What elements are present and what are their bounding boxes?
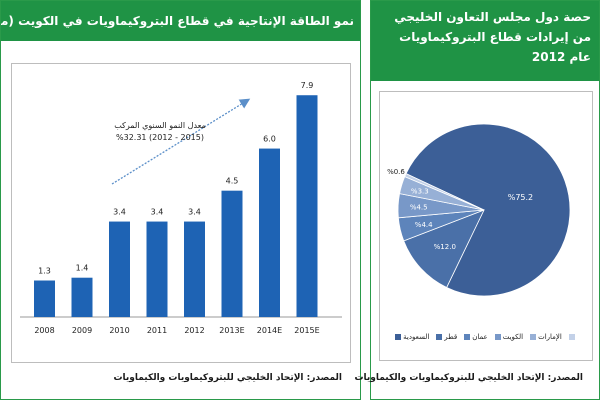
bar-value-label: 1.3 — [38, 267, 51, 276]
annotation-value: %32.31 (2012 - 2015) — [116, 133, 204, 142]
legend-item: قطر — [436, 333, 457, 341]
bar-chart-frame: معدل النمو السنوي المركب %32.31 (2012 - … — [11, 63, 351, 363]
legend-swatch — [530, 334, 537, 340]
pie-value-label: %75.2 — [508, 193, 533, 202]
x-tick-label: 2010 — [109, 326, 129, 335]
bar-value-label: 7.9 — [301, 81, 314, 90]
legend-item: عمان — [464, 333, 488, 341]
pie-chart-frame: %75.2 %12.0 %4.4 %4.5 %3.3 %0.6 السعودية قطر عم… — [379, 91, 593, 361]
bar-value-label: 1.4 — [76, 264, 89, 273]
pie-value-label: %0.6 — [387, 168, 405, 176]
x-tick-label: 2013E — [219, 326, 244, 335]
legend-label: السعودية — [403, 333, 430, 341]
bar-value-label: 6.0 — [263, 135, 276, 144]
pie-chart: %75.2 %12.0 %4.4 %4.5 %3.3 %0.6 — [387, 123, 571, 297]
bar-2008 — [34, 280, 55, 317]
bar-2009 — [71, 277, 93, 317]
legend-label: عمان — [472, 333, 488, 341]
bar-2013E — [221, 190, 243, 317]
legend-swatch — [494, 334, 501, 340]
pie-value-label: %4.5 — [410, 204, 428, 212]
bar-2012 — [184, 221, 205, 317]
legend-item: السعودية — [395, 333, 429, 341]
growth-trend-arrow — [111, 98, 251, 185]
x-tick-label: 2015E — [294, 326, 319, 335]
pie-legend: السعودية قطر عمان الكويت الإمارات — [380, 328, 592, 346]
left-chart-title: نمو الطاقة الإنتاجية في قطاع البتروكيماو… — [1, 1, 360, 41]
bar-value-label: 4.5 — [226, 177, 239, 186]
legend-swatch — [464, 334, 471, 340]
legend-label: الإمارات — [538, 333, 562, 341]
x-tick-label: 2008 — [34, 326, 54, 335]
right-chart-title: حصة دول مجلس التعاون الخليجي من إيرادات … — [371, 1, 599, 81]
bar-2015E — [296, 95, 318, 317]
x-tick-label: 2009 — [72, 326, 92, 335]
pie-slice-2 — [403, 209, 485, 288]
right-source-note: المصدر: الإتحاد الخليجي للبتروكيماويات و… — [354, 373, 583, 383]
legend-label: قطر — [444, 333, 458, 341]
pie-slice-1 — [405, 123, 571, 297]
bar-2014E — [259, 148, 280, 317]
x-tick-label: 2012 — [184, 326, 204, 335]
pie-value-label: %12.0 — [434, 243, 456, 251]
legend-swatch — [395, 334, 402, 340]
legend-item — [568, 334, 577, 340]
legend-swatch — [436, 334, 443, 340]
pie-slice-6 — [404, 173, 485, 211]
bar-value-label: 3.4 — [188, 208, 201, 217]
legend-swatch — [568, 334, 575, 340]
legend-label: الكويت — [502, 333, 524, 341]
legend-item: الكويت — [494, 333, 524, 341]
x-tick-label: 2014E — [257, 326, 282, 335]
left-source-note: المصدر: الإتحاد الخليجي للبتروكيماويات و… — [113, 373, 342, 383]
bar-2010 — [109, 221, 130, 317]
right-chart-panel: حصة دول مجلس التعاون الخليجي من إيرادات … — [354, 0, 600, 400]
left-chart-panel: نمو الطاقة الإنتاجية في قطاع البتروكيماو… — [0, 0, 361, 400]
legend-item: الإمارات — [530, 333, 562, 341]
pie-value-label: %4.4 — [415, 221, 433, 229]
bar-2011 — [146, 221, 168, 317]
bar-value-label: 3.4 — [151, 208, 164, 217]
bar-chart: معدل النمو السنوي المركب %32.31 (2012 - … — [20, 81, 342, 335]
bar-value-label: 3.4 — [113, 208, 126, 217]
x-tick-label: 2011 — [147, 326, 167, 335]
annotation-label: معدل النمو السنوي المركب — [114, 121, 206, 130]
pie-value-label: %3.3 — [411, 187, 429, 195]
